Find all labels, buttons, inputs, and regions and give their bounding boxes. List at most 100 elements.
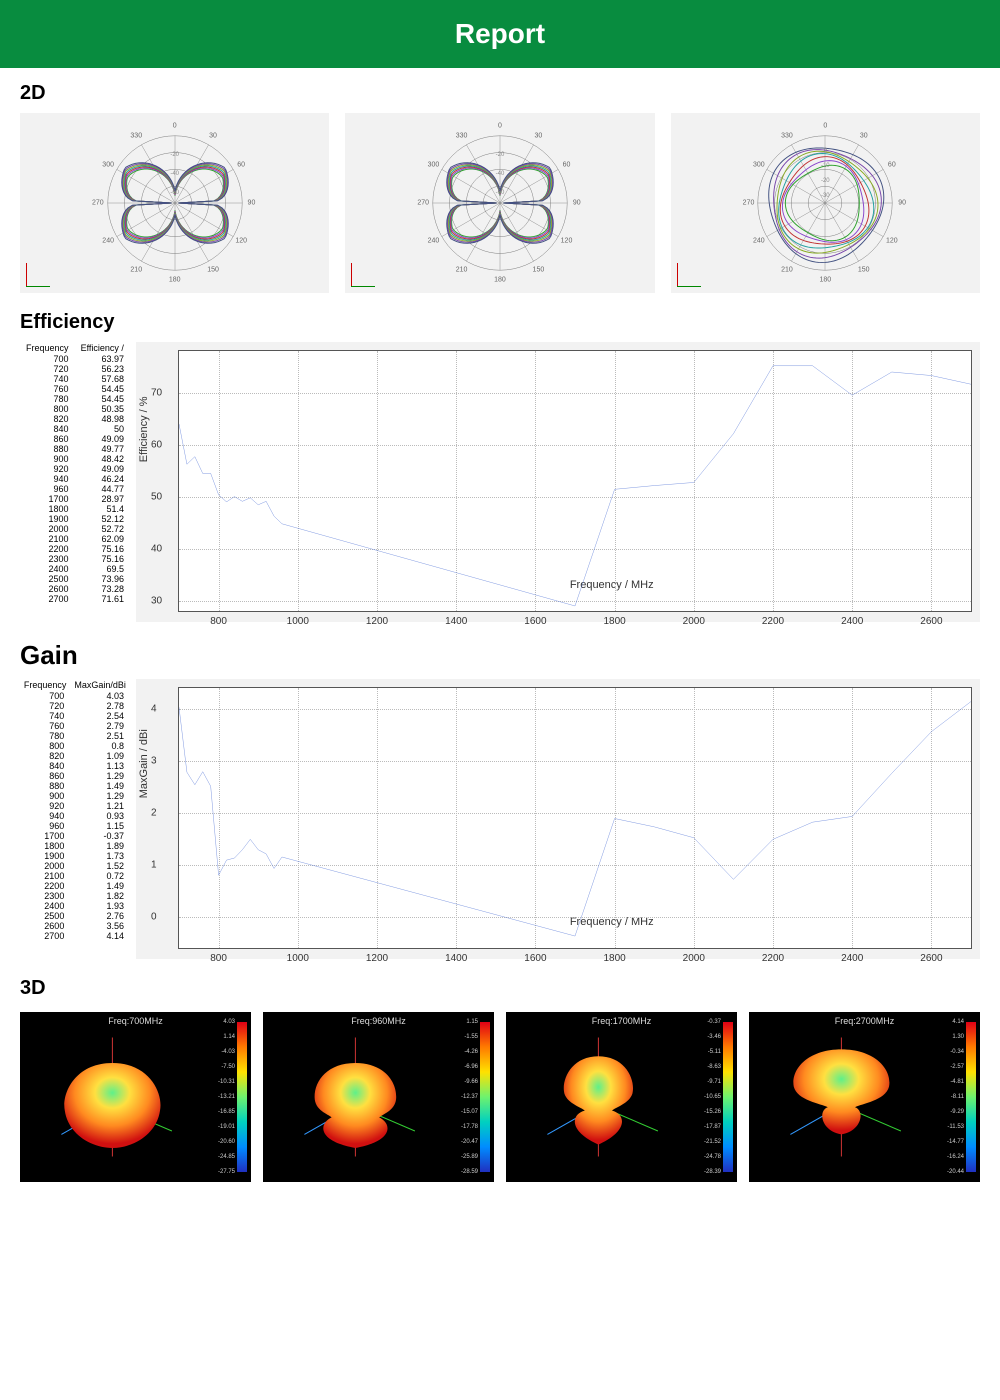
y-tick: 40 [151, 543, 162, 554]
table-row: 88049.77 [20, 444, 130, 454]
table-row: 74057.68 [20, 374, 130, 384]
legend-tick: -15.26 [704, 1109, 721, 1115]
table-row: 24001.93 [20, 901, 130, 911]
legend-tick: -1.55 [464, 1034, 478, 1040]
polar-angle-label: 270 [92, 200, 104, 207]
legend-tick: 1.14 [223, 1034, 235, 1040]
x-tick: 2200 [762, 616, 784, 627]
table-row: 1700-0.37 [20, 831, 130, 841]
polar-ring-label: -60 [170, 190, 179, 196]
x-tick: 2600 [920, 953, 942, 964]
polar-angle-label: 60 [563, 161, 571, 168]
polar-angle-label: 330 [130, 133, 142, 140]
polar-plot-2: 0306090120150180210240270300330-20-40-60 [345, 113, 654, 293]
polar-angle-label: 210 [130, 266, 142, 273]
y-tick: 0 [151, 911, 157, 922]
table-row: 8201.09 [20, 751, 130, 761]
polar-angle-label: 180 [819, 276, 831, 283]
color-legend [480, 1022, 490, 1172]
table-row: 96044.77 [20, 484, 130, 494]
table-row: 8401.13 [20, 761, 130, 771]
section-title-3d: 3D [20, 977, 980, 1000]
polar-angle-label: 150 [858, 266, 870, 273]
gain-chart: MaxGain / dBi Frequency / MHz 8001000120… [136, 679, 980, 959]
table-row: 9001.29 [20, 791, 130, 801]
legend-tick: -15.07 [461, 1109, 478, 1115]
polar-angle-label: 0 [823, 123, 827, 130]
eff-th-val: Efficiency / [75, 342, 130, 354]
table-row: 7004.03 [20, 691, 130, 701]
table-row: 23001.82 [20, 891, 130, 901]
polar-angle-label: 300 [753, 161, 765, 168]
legend-tick: -4.26 [464, 1049, 478, 1055]
color-legend [966, 1022, 976, 1172]
polar-ring-label: -40 [170, 171, 179, 177]
polar-angle-label: 0 [498, 123, 502, 130]
x-tick: 2600 [920, 616, 942, 627]
polar-angle-label: 30 [534, 133, 542, 140]
section-title-gain: Gain [20, 640, 980, 671]
x-tick: 1200 [366, 616, 388, 627]
polar-plot-3: 03060901201501802102402703003300-10-20-3… [671, 113, 980, 293]
x-tick: 1000 [287, 616, 309, 627]
legend-tick: 4.14 [952, 1019, 964, 1025]
x-tick: 800 [210, 953, 227, 964]
x-tick: 1600 [524, 953, 546, 964]
legend-tick: -2.57 [950, 1064, 964, 1070]
legend-tick: -14.77 [947, 1139, 964, 1145]
table-row: 86049.09 [20, 434, 130, 444]
polar-angle-label: 330 [781, 133, 793, 140]
three-d-panel: Freq:700MHz4.031.14-4.03-7.50-10.31-13.2… [20, 1012, 251, 1182]
legend-tick: -12.37 [461, 1094, 478, 1100]
table-row: 7402.54 [20, 711, 130, 721]
table-row: 240069.5 [20, 564, 130, 574]
report-title: Report [455, 18, 545, 49]
legend-tick: -19.01 [218, 1124, 235, 1130]
legend-tick: -24.85 [218, 1154, 235, 1160]
legend-tick: -7.50 [221, 1064, 235, 1070]
legend-tick: -16.24 [947, 1154, 964, 1160]
legend-tick: -16.85 [218, 1109, 235, 1115]
table-row: 9400.93 [20, 811, 130, 821]
legend-tick: -9.66 [464, 1079, 478, 1085]
legend-tick: -4.03 [221, 1049, 235, 1055]
x-tick: 2400 [841, 953, 863, 964]
y-tick: 60 [151, 439, 162, 450]
legend-tick: -11.53 [947, 1124, 964, 1130]
table-row: 230075.16 [20, 554, 130, 564]
legend-tick: 4.03 [223, 1019, 235, 1025]
table-row: 20001.52 [20, 861, 130, 871]
table-row: 250073.96 [20, 574, 130, 584]
polar-angle-label: 90 [573, 200, 581, 207]
table-row: 78054.45 [20, 394, 130, 404]
table-row: 19001.73 [20, 851, 130, 861]
polar-angle-label: 150 [207, 266, 219, 273]
y-tick: 3 [151, 755, 157, 766]
table-row: 94046.24 [20, 474, 130, 484]
table-row: 76054.45 [20, 384, 130, 394]
y-tick: 50 [151, 491, 162, 502]
polar-angle-label: 330 [456, 133, 468, 140]
y-tick: 1 [151, 859, 157, 870]
polar-ring-label: -20 [170, 152, 179, 158]
legend-tick: -20.60 [218, 1139, 235, 1145]
polar-angle-label: 120 [886, 238, 898, 245]
polar-angle-label: 240 [102, 238, 114, 245]
legend-tick: -6.96 [464, 1064, 478, 1070]
polar-angle-label: 210 [781, 266, 793, 273]
table-row: 190052.12 [20, 514, 130, 524]
eff-ylabel: Efficiency / % [138, 396, 150, 462]
table-row: 7202.78 [20, 701, 130, 711]
x-tick: 1600 [524, 616, 546, 627]
three-d-panel: Freq:1700MHz-0.37-3.46-5.11-8.63-9.71-10… [506, 1012, 737, 1182]
y-tick: 4 [151, 703, 157, 714]
polar-ring-label: -40 [496, 171, 505, 177]
legend-tick: -10.31 [218, 1079, 235, 1085]
legend-tick: -9.29 [950, 1109, 964, 1115]
polar-angle-label: 240 [753, 238, 765, 245]
table-row: 27004.14 [20, 931, 130, 941]
table-row: 9601.15 [20, 821, 130, 831]
legend-tick: -8.11 [951, 1094, 964, 1100]
legend-tick: -17.87 [704, 1124, 721, 1130]
three-d-panel: Freq:2700MHz4.141.30-0.34-2.57-4.81-8.11… [749, 1012, 980, 1182]
